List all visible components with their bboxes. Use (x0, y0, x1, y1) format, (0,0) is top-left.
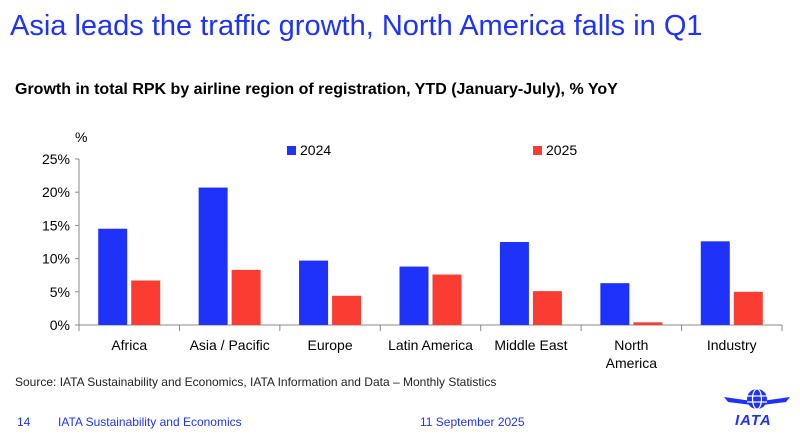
x-tick-label: Europe (307, 337, 352, 353)
legend-label-2025: 2025 (546, 142, 577, 158)
bar-2024 (600, 283, 630, 325)
x-tick-label: Latin America (388, 337, 473, 353)
bar-2025 (633, 322, 663, 325)
bar-2025 (231, 269, 261, 325)
bar-2024 (299, 260, 329, 325)
bar-2025 (532, 291, 562, 325)
bar-2024 (499, 242, 529, 325)
bar-2024 (399, 266, 429, 325)
y-tick-label: 15% (42, 217, 70, 233)
iata-logo-icon (724, 388, 790, 410)
legend-swatch-2024 (287, 146, 296, 155)
bar-2024 (98, 228, 128, 325)
y-tick-label: 25% (42, 151, 70, 167)
source-note: Source: IATA Sustainability and Economic… (15, 375, 497, 389)
x-tick-label: America (606, 355, 658, 371)
y-tick-label: 5% (50, 284, 70, 300)
page-number: 14 (17, 415, 31, 429)
bar-2025 (131, 280, 161, 325)
bar-2024 (198, 187, 228, 325)
x-tick-label: Africa (111, 337, 147, 353)
x-tick-label: North (614, 337, 648, 353)
x-tick-label: Asia / Pacific (190, 337, 270, 353)
legend-label-2024: 2024 (300, 142, 331, 158)
bar-2025 (432, 274, 462, 325)
x-tick-label: Middle East (494, 337, 567, 353)
logo-text: IATA (735, 412, 772, 429)
footer-date: 11 September 2025 (420, 415, 525, 429)
bar-chart: % 0% 5% 10% 15% 20% 25% Africa Asia / Pacific Eur… (42, 129, 783, 371)
legend-swatch-2025 (533, 146, 542, 155)
y-tick-label: 10% (42, 251, 70, 267)
footer-org: IATA Sustainability and Economics (58, 415, 242, 429)
y-tick-label: 0% (50, 317, 70, 333)
bar-2024 (700, 241, 730, 325)
page-headline: Asia leads the traffic growth, North Ame… (10, 10, 703, 42)
y-axis-label: % (75, 129, 87, 145)
y-tick-label: 20% (42, 184, 70, 200)
chart-title: Growth in total RPK by airline region of… (15, 81, 618, 98)
x-tick-label: Industry (707, 337, 757, 353)
bar-2025 (332, 295, 362, 325)
bar-2025 (733, 291, 763, 325)
